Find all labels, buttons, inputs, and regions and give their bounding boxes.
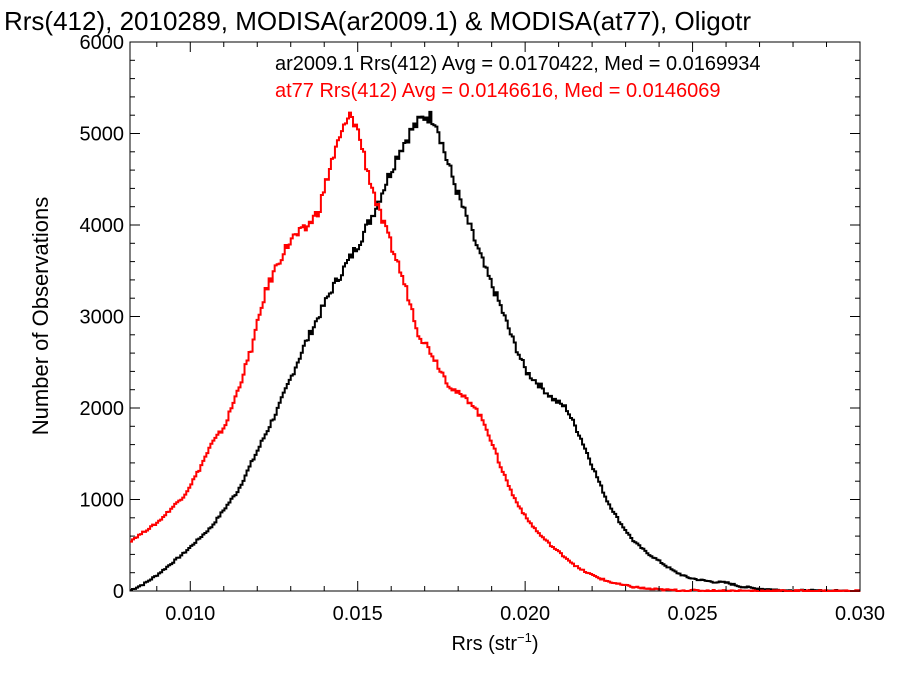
series-line-at77 [130,111,861,592]
plot-border [129,41,861,592]
y-tick-label: 6000 [80,32,125,54]
plot-frame [129,41,861,592]
legend-annotation: ar2009.1 Rrs(412) Avg = 0.0170422, Med =… [275,53,761,75]
y-tick-label: 3000 [80,307,125,329]
x-tick-label: 0.010 [165,603,215,625]
annotation-layer: ar2009.1 Rrs(412) Avg = 0.0170422, Med =… [275,53,761,102]
y-tick-label: 4000 [80,215,125,237]
y-tick-label: 1000 [80,490,125,512]
x-axis-label-superscript: −1 [517,630,532,645]
series-layer [130,110,861,592]
series-line-ar2009.1 [130,110,861,592]
y-axis-label: Number of Observations [28,197,53,435]
y-axis: 0 1000 2000 3000 4000 5000 6000 [80,32,860,603]
x-tick-label: 0.030 [835,603,885,625]
y-tick-label: 5000 [80,124,125,146]
x-tick-label: 0.020 [500,603,550,625]
x-axis-label: Rrs (str−1) [451,630,538,655]
x-axis-label-close: ) [532,633,539,655]
y-tick-label: 0 [113,581,124,603]
legend-annotation: at77 Rrs(412) Avg = 0.0146616, Med = 0.0… [275,80,721,102]
x-tick-label: 0.015 [333,603,383,625]
x-tick-label: 0.025 [668,603,718,625]
y-tick-label: 2000 [80,398,125,420]
x-axis: 0.010 0.015 0.020 0.025 0.030 [156,42,885,625]
x-axis-label-main: Rrs (str [451,633,517,655]
chart-title: Rrs(412), 2010289, MODISA(ar2009.1) & MO… [4,6,751,36]
